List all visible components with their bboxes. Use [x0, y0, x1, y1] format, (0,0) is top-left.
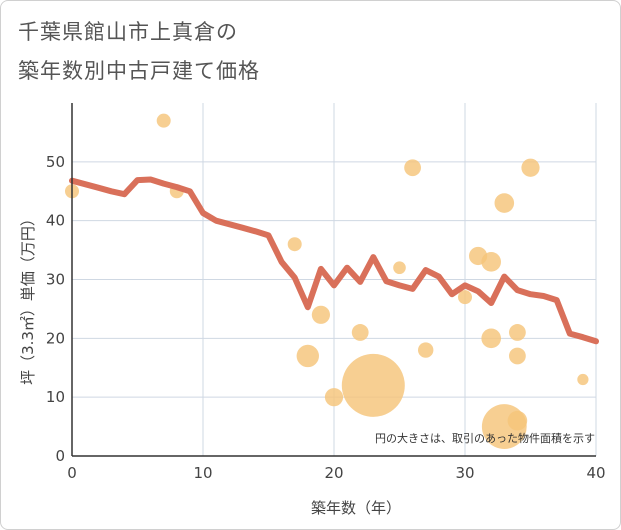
bubble-point [494, 193, 515, 213]
bubble-point [311, 305, 330, 324]
bubble-size-note: 円の大きさは、取引のあった物件面積を示す [375, 431, 595, 445]
y-tick-label: 10 [46, 388, 65, 406]
bubble-point [393, 261, 406, 275]
y-tick-label: 20 [46, 329, 65, 347]
y-tick-label: 40 [46, 212, 65, 230]
x-tick-label: 10 [193, 464, 212, 482]
x-tick-label: 30 [455, 464, 474, 482]
bubble-point [351, 324, 369, 341]
tick-labels: 0 10 20 30 40 0 10 20 30 40 50 [46, 153, 606, 482]
bubbles [65, 113, 589, 449]
y-tick-label: 30 [46, 271, 65, 289]
x-tick-label: 20 [324, 464, 343, 482]
bubble-point [296, 344, 319, 368]
y-tick-label: 0 [55, 447, 65, 465]
x-tick-label: 40 [586, 464, 605, 482]
bubble-point [577, 373, 589, 386]
average-price-line [69, 176, 599, 345]
bubble-point [509, 347, 526, 365]
bubble-point [418, 342, 434, 358]
bubble-point [156, 113, 171, 128]
bubble-point [507, 410, 528, 431]
axes [71, 103, 596, 457]
bubble-point [521, 158, 540, 177]
bubble-point [324, 388, 344, 407]
bubble-point [481, 252, 502, 272]
chart-title-line2: 築年数別中古戸建て価格 [18, 59, 260, 83]
bubble-point [341, 353, 405, 417]
bubble-point [287, 237, 302, 252]
x-tick-label: 0 [67, 464, 77, 482]
bubble-point [404, 159, 421, 177]
bubble-point [509, 324, 526, 341]
y-tick-label: 50 [46, 153, 65, 171]
chart-title-line1: 千葉県館山市上真倉の [18, 20, 238, 44]
y-axis-label: 坪（3.3㎡）単価（万円） [19, 211, 37, 385]
x-axis-label: 築年数（年） [311, 499, 401, 517]
bubble-point [458, 290, 472, 305]
bubble-point [481, 328, 502, 349]
